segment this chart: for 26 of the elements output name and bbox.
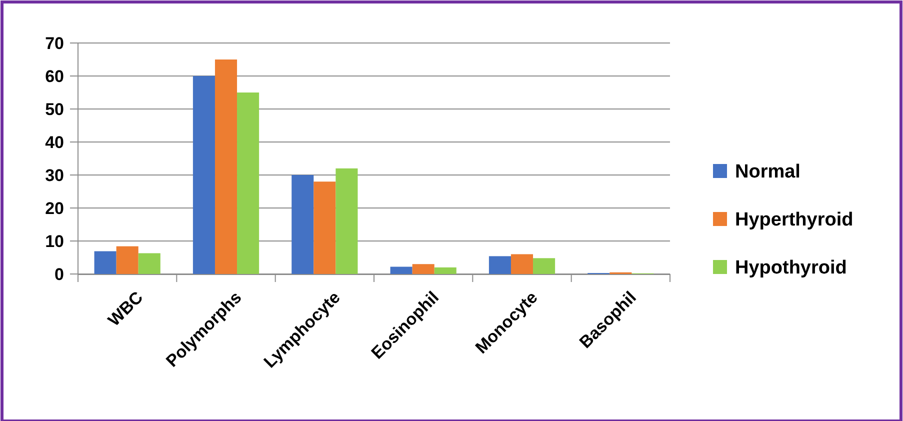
y-tick-label: 60	[45, 66, 64, 86]
y-tick-label: 0	[54, 264, 64, 284]
bar	[292, 175, 314, 274]
legend-label: Hyperthyroid	[735, 210, 854, 231]
bar	[94, 251, 116, 274]
bar	[214, 60, 238, 274]
bar	[237, 92, 260, 274]
y-tick-label: 30	[45, 166, 64, 185]
y-tick-label: 20	[45, 198, 64, 218]
bar	[412, 264, 434, 274]
bar	[192, 76, 215, 274]
y-tick-label: 10	[45, 232, 64, 251]
bar	[533, 258, 556, 274]
bar	[488, 256, 511, 274]
bar	[116, 246, 138, 274]
bar	[390, 266, 412, 274]
bar	[510, 254, 534, 274]
bar	[434, 267, 456, 274]
legend-label: Normal	[735, 162, 800, 183]
y-tick-label: 70	[45, 34, 64, 53]
bar	[314, 182, 336, 274]
y-tick-label: 50	[45, 100, 64, 119]
bar	[336, 168, 358, 274]
legend-label: Hypothyroid	[735, 258, 847, 279]
y-tick-label: 40	[45, 132, 64, 152]
bar	[138, 253, 160, 274]
